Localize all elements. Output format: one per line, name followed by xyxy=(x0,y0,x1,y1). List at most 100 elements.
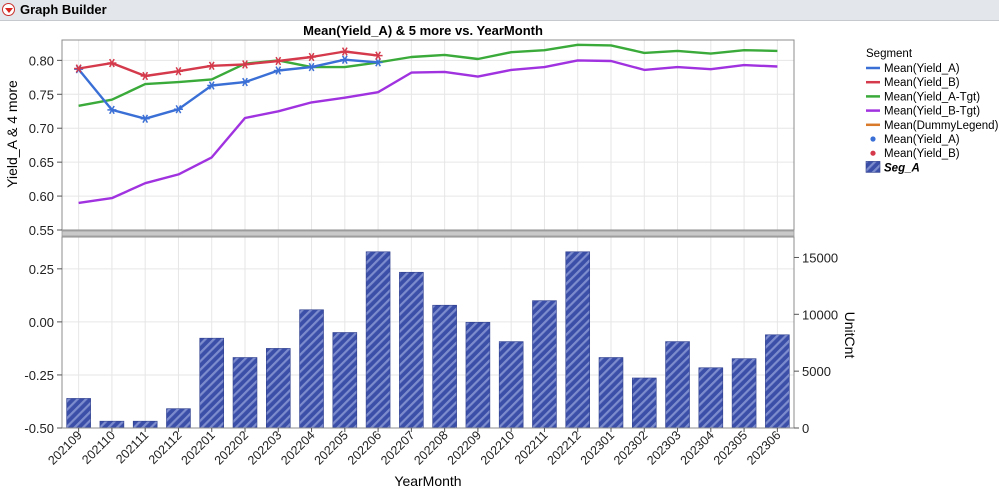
bar-202305 xyxy=(731,358,757,429)
bar-202205 xyxy=(332,332,358,429)
bar-202203 xyxy=(265,348,291,429)
marker-stroke xyxy=(208,61,215,71)
legend-label: Mean(Yield_B) xyxy=(884,148,960,160)
bar-202112 xyxy=(166,408,191,429)
x-tick-label: 202208 xyxy=(411,428,450,467)
left-y-tick-label: 0.00 xyxy=(29,315,54,330)
x-tick-label: 202206 xyxy=(345,428,384,467)
y-tick-label: 0.65 xyxy=(29,155,54,170)
marker-stroke xyxy=(109,58,115,68)
line-Mean(Yield_A) xyxy=(77,58,379,120)
point-Mean(Yield_B)-202206 xyxy=(373,51,383,60)
disclosure-toggle[interactable] xyxy=(2,3,15,16)
marker-stroke xyxy=(242,60,248,69)
legend-entry: Mean(Yield_A) xyxy=(866,63,960,75)
bar-202109 xyxy=(66,398,91,429)
marker-stroke xyxy=(375,51,381,60)
legend-entry: Mean(DummyLegend) xyxy=(866,120,999,132)
legend-label: Mean(Yield_B-Tgt) xyxy=(884,106,980,118)
x-tick-label: 202211 xyxy=(512,428,551,467)
bar-202206 xyxy=(365,251,391,429)
bar-202207 xyxy=(399,271,424,429)
bar-202111 xyxy=(132,420,158,429)
marker-stroke xyxy=(75,64,82,73)
point-Mean(Yield_B)-202204 xyxy=(307,52,317,62)
left-y-tick-label: -0.50 xyxy=(24,421,54,436)
bar-202210 xyxy=(498,341,524,429)
marker-stroke xyxy=(109,105,115,115)
point-Mean(Yield_A)-202110 xyxy=(107,105,117,115)
x-tick-label: 202202 xyxy=(212,428,251,467)
right-y-tick-label: 15000 xyxy=(802,250,838,265)
legend-swatch-dot xyxy=(870,150,876,156)
y-tick-label: 0.60 xyxy=(29,189,54,204)
x-tick-label: 202303 xyxy=(644,428,683,467)
line-Mean(Yield_B-Tgt) xyxy=(78,59,778,205)
chart-title: Mean(Yield_A) & 5 more vs. YearMonth xyxy=(303,23,543,38)
marker-stroke xyxy=(341,55,348,64)
x-tick-label: 202112 xyxy=(146,428,185,467)
point-Mean(Yield_A)-202201 xyxy=(207,81,217,90)
x-tick-label: 202210 xyxy=(478,428,517,467)
legend-label: Mean(Yield_B) xyxy=(884,77,960,89)
x-tick-label: 202301 xyxy=(578,428,617,467)
x-tick-label: 202207 xyxy=(378,428,417,467)
point-Mean(Yield_A)-202111 xyxy=(140,114,150,123)
legend-label: Seg_A xyxy=(884,162,920,174)
y-tick-label: 0.80 xyxy=(29,53,54,68)
bar-202209 xyxy=(465,321,491,429)
left-y-tick-label: 0.25 xyxy=(29,262,54,277)
point-Mean(Yield_A)-202112 xyxy=(173,104,183,114)
marker-stroke xyxy=(142,71,149,81)
legend-swatch-bar xyxy=(865,161,881,173)
x-tick-label: 202209 xyxy=(445,428,484,467)
panel-separator xyxy=(61,230,795,237)
panel-title: Graph Builder xyxy=(20,2,107,17)
legend-entry: Mean(Yield_A-Tgt) xyxy=(866,91,980,103)
marker-stroke xyxy=(208,81,215,90)
right-y-tick-label: 10000 xyxy=(802,307,838,322)
marker-stroke xyxy=(375,58,381,67)
x-tick-label: 202111 xyxy=(113,428,151,466)
bar-202208 xyxy=(432,304,457,429)
x-tick-label: 202212 xyxy=(544,428,583,467)
y-tick-label: 0.70 xyxy=(29,121,54,136)
marker-stroke xyxy=(242,77,248,87)
point-Mean(Yield_B)-202202 xyxy=(240,60,250,69)
y-axis-label: Yield_A & 4 more xyxy=(4,80,20,188)
point-Mean(Yield_A)-202203 xyxy=(273,66,283,75)
x-tick-label: 202305 xyxy=(711,428,750,467)
point-Mean(Yield_B)-202110 xyxy=(107,58,117,68)
x-axis-label: YearMonth xyxy=(394,473,461,489)
point-Mean(Yield_A)-202205 xyxy=(340,55,350,64)
point-Mean(Yield_B)-202203 xyxy=(273,56,283,66)
bar-202303 xyxy=(665,341,690,429)
bar-202110 xyxy=(99,420,125,429)
x-tick-label: 202304 xyxy=(678,428,717,467)
marker-stroke xyxy=(142,114,149,123)
legend-swatch-dot xyxy=(870,136,876,142)
marker-stroke xyxy=(275,66,282,75)
bar-202204 xyxy=(299,309,324,429)
graph-builder-header: Graph Builder xyxy=(0,0,999,21)
right-y-tick-label: 0 xyxy=(802,421,809,436)
legend-entry: Mean(Yield_B-Tgt) xyxy=(866,106,980,118)
bar-202301 xyxy=(598,357,624,429)
point-Mean(Yield_B)-202109 xyxy=(74,64,84,73)
line-Mean(Yield_B) xyxy=(78,50,379,78)
legend-entry: Mean(Yield_B) xyxy=(866,77,960,89)
point-Mean(Yield_A)-202202 xyxy=(240,77,250,87)
bar-202302 xyxy=(631,377,657,429)
x-tick-label: 202306 xyxy=(744,428,783,467)
x-tick-label: 202203 xyxy=(245,428,284,467)
legend-entry: Mean(Yield_A) xyxy=(870,134,960,146)
point-Mean(Yield_A)-202204 xyxy=(307,62,317,72)
marker-stroke xyxy=(275,56,282,66)
point-Mean(Yield_B)-202111 xyxy=(140,71,150,81)
right-y-tick-label: 5000 xyxy=(802,364,831,379)
bar-202202 xyxy=(232,357,258,429)
x-tick-label: 202201 xyxy=(178,428,217,467)
marker-stroke xyxy=(175,104,182,114)
point-Mean(Yield_B)-202112 xyxy=(173,66,183,76)
x-tick-label: 202205 xyxy=(312,428,351,467)
